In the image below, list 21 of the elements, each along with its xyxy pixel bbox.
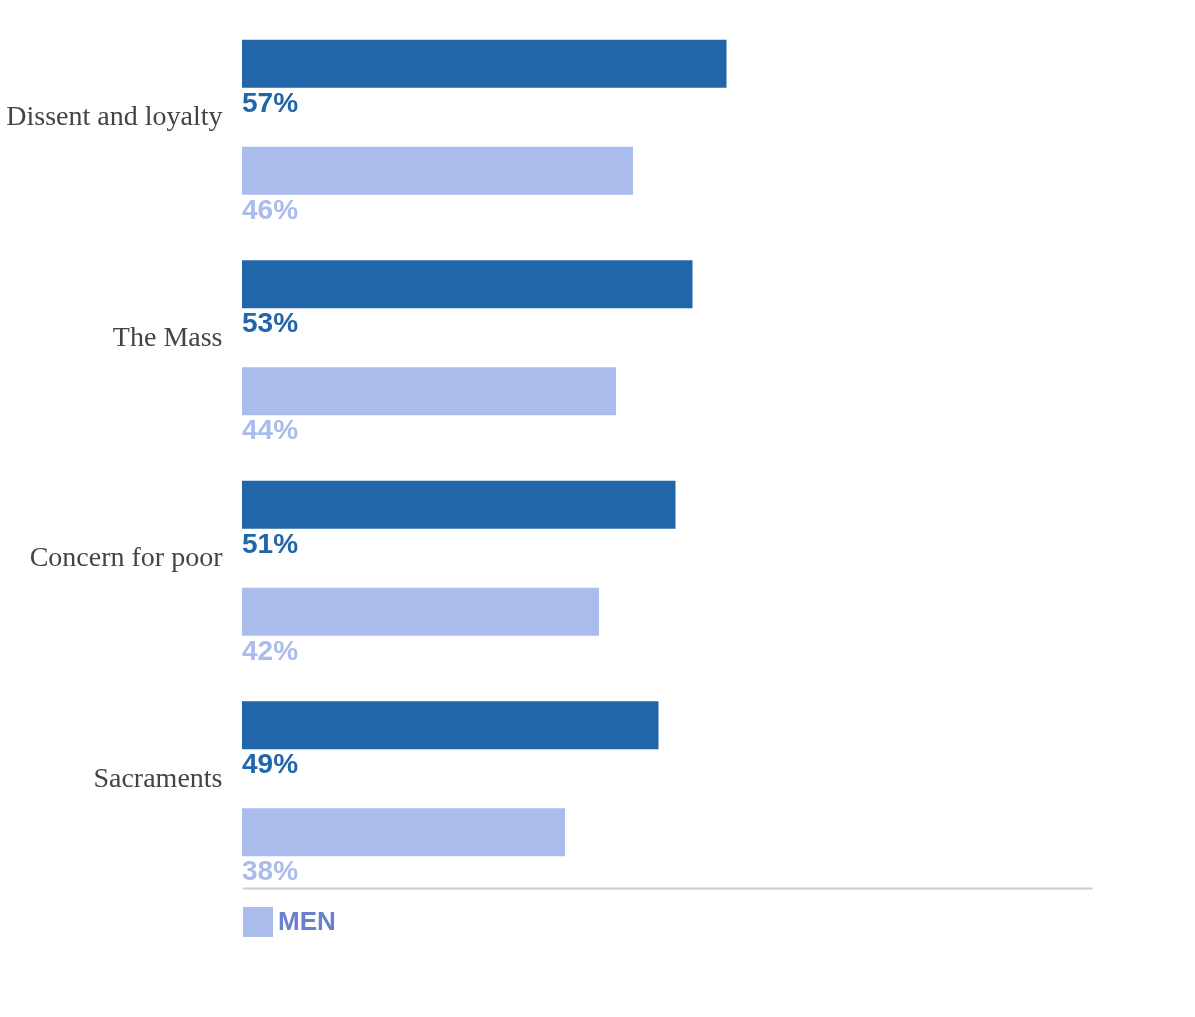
data-label: 51% bbox=[242, 527, 299, 559]
y-tick-label: Dissent and loyalty bbox=[6, 100, 223, 132]
data-label: 53% bbox=[242, 307, 299, 339]
bar bbox=[242, 808, 565, 857]
legend-label: MEN bbox=[278, 906, 336, 936]
data-label: 44% bbox=[242, 414, 299, 446]
data-label: 46% bbox=[242, 193, 299, 225]
bar bbox=[242, 587, 599, 636]
y-tick-label: Concern for poor bbox=[29, 541, 224, 573]
y-tick-label: Sacraments bbox=[93, 761, 223, 793]
data-label: 57% bbox=[242, 86, 299, 118]
bar bbox=[242, 39, 727, 88]
data-label: 42% bbox=[242, 634, 299, 666]
bar bbox=[242, 480, 676, 529]
bar bbox=[242, 260, 693, 309]
bar bbox=[242, 146, 633, 195]
bar bbox=[242, 701, 659, 750]
data-label: 38% bbox=[242, 855, 299, 887]
y-tick-label: The Mass bbox=[112, 320, 223, 352]
data-label: 49% bbox=[242, 748, 299, 780]
bar bbox=[242, 367, 616, 416]
